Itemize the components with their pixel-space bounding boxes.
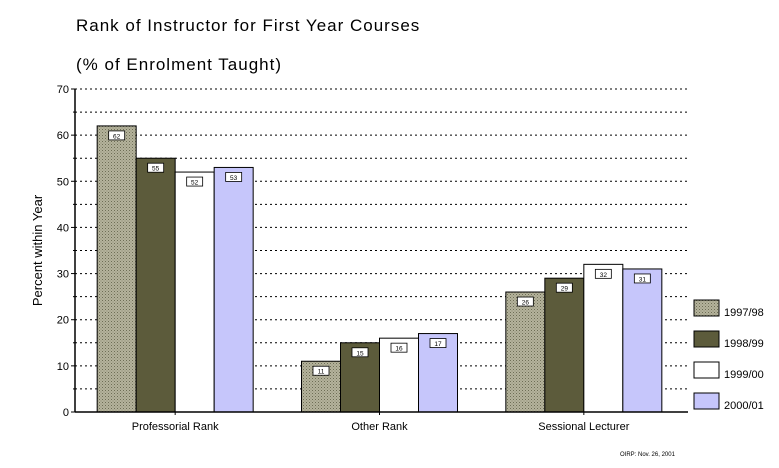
legend-label: 2000/01 [724,400,764,412]
data-label-box [351,347,369,358]
data-label: 53 [230,175,238,182]
data-label: 17 [434,341,442,348]
y-tick-label: 0 [63,407,69,419]
data-label-box [390,342,408,353]
data-label-box [147,162,165,173]
category-label: Sessional Lecturer [538,421,629,433]
data-label: 52 [191,180,199,187]
bar [135,157,176,413]
data-label-box [186,176,204,187]
y-tick-label: 20 [57,315,69,327]
data-label: 16 [395,346,403,353]
data-label: 31 [639,276,647,283]
data-label-box [225,172,243,182]
y-tick-label: 10 [57,361,69,373]
legend-swatch [693,299,720,317]
bar [544,277,585,413]
y-axis-label: Percent within Year [30,194,45,306]
bar [213,166,254,413]
bar [583,263,624,413]
bar [418,333,458,413]
chart-title: Rank of Instructor for First Year Course… [76,16,421,35]
data-label-box [108,130,126,141]
data-label-box [555,282,573,293]
legend-label: 1999/00 [724,369,764,381]
data-label-box [594,268,612,279]
bar [505,291,546,413]
data-label: 32 [600,272,608,279]
category-label: Other Rank [351,421,408,433]
footnote: OIRP: Nov. 26, 2001 [620,452,675,458]
legend-swatch [693,330,720,348]
data-label-box [312,365,330,376]
chart-subtitle: (% of Enrolment Taught) [76,55,282,74]
data-label: 11 [318,369,325,376]
y-tick-label: 30 [57,269,69,281]
data-label-box [429,338,447,348]
y-tick-label: 60 [57,130,69,142]
data-label: 29 [561,286,569,293]
legend-swatch [693,392,720,410]
data-label: 15 [356,350,364,357]
data-label: 26 [522,300,530,307]
data-label-box [516,296,534,307]
data-label-box [633,273,651,284]
legend-label: 1998/99 [724,338,764,350]
y-tick-label: 50 [57,176,69,188]
bar [622,268,663,413]
data-label: 62 [113,133,121,140]
data-label: 55 [152,166,160,173]
bar [96,125,137,413]
legend-swatch [693,361,720,379]
y-tick-label: 40 [57,222,69,234]
y-tick-label: 70 [57,84,69,96]
category-label: Professorial Rank [132,421,219,433]
bar [174,171,215,413]
legend-label: 1997/98 [724,307,764,319]
